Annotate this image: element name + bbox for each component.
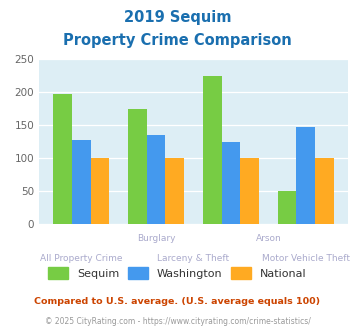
- Legend: Sequim, Washington, National: Sequim, Washington, National: [44, 263, 311, 283]
- Bar: [128, 109, 147, 224]
- Bar: [72, 140, 91, 224]
- Text: Motor Vehicle Theft: Motor Vehicle Theft: [262, 254, 350, 263]
- Bar: [222, 142, 240, 224]
- Bar: [278, 191, 296, 224]
- Text: Burglary: Burglary: [137, 234, 175, 243]
- Text: All Property Crime: All Property Crime: [40, 254, 122, 263]
- Text: Larceny & Theft: Larceny & Theft: [157, 254, 230, 263]
- Text: © 2025 CityRating.com - https://www.cityrating.com/crime-statistics/: © 2025 CityRating.com - https://www.city…: [45, 317, 310, 326]
- Bar: [91, 158, 109, 224]
- Bar: [315, 158, 334, 224]
- Bar: [165, 158, 184, 224]
- Text: Compared to U.S. average. (U.S. average equals 100): Compared to U.S. average. (U.S. average …: [34, 297, 321, 306]
- Bar: [240, 158, 259, 224]
- Text: 2019 Sequim: 2019 Sequim: [124, 10, 231, 25]
- Bar: [203, 76, 222, 224]
- Bar: [296, 127, 315, 224]
- Text: Property Crime Comparison: Property Crime Comparison: [63, 33, 292, 48]
- Bar: [53, 94, 72, 224]
- Bar: [147, 135, 165, 224]
- Text: Arson: Arson: [256, 234, 281, 243]
